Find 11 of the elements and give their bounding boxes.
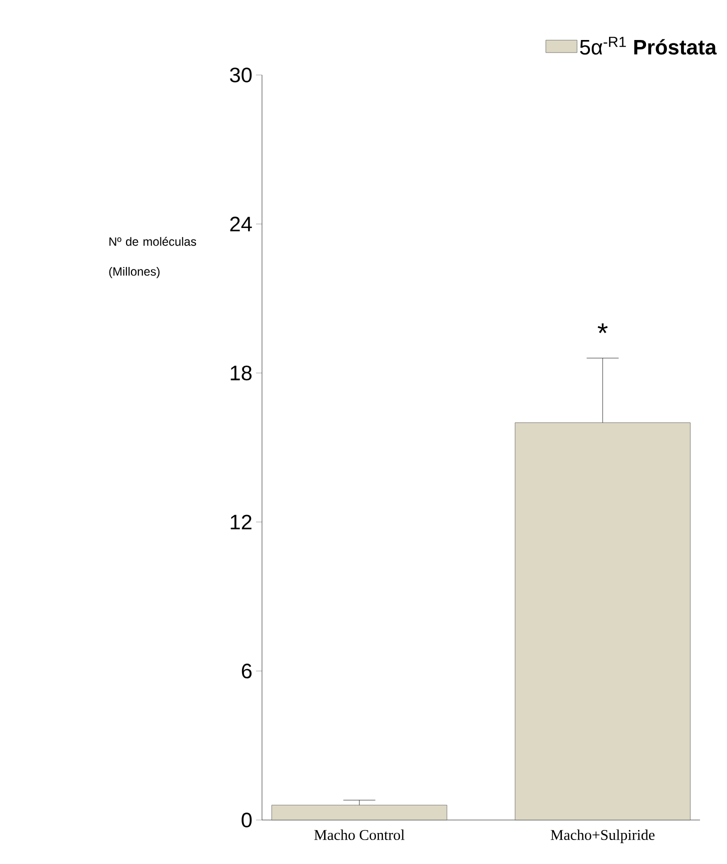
y-tick-label: 24	[230, 216, 252, 232]
y-tick-label: 12	[230, 514, 252, 530]
y-tick-label: 6	[242, 664, 252, 678]
text: Nº de moléculas (Millones)	[109, 236, 196, 278]
annotation: *	[598, 323, 608, 334]
x-tick-label: Macho+Sulpiride	[550, 830, 655, 844]
legend-label: 5α$^{-R1}$ Próstata	[580, 36, 717, 55]
y-tick-label: 18	[230, 366, 252, 380]
y-tick-label: 30	[230, 68, 252, 82]
x-tick-label: Macho Control	[314, 830, 404, 840]
y-tick-label: 0	[242, 812, 252, 828]
